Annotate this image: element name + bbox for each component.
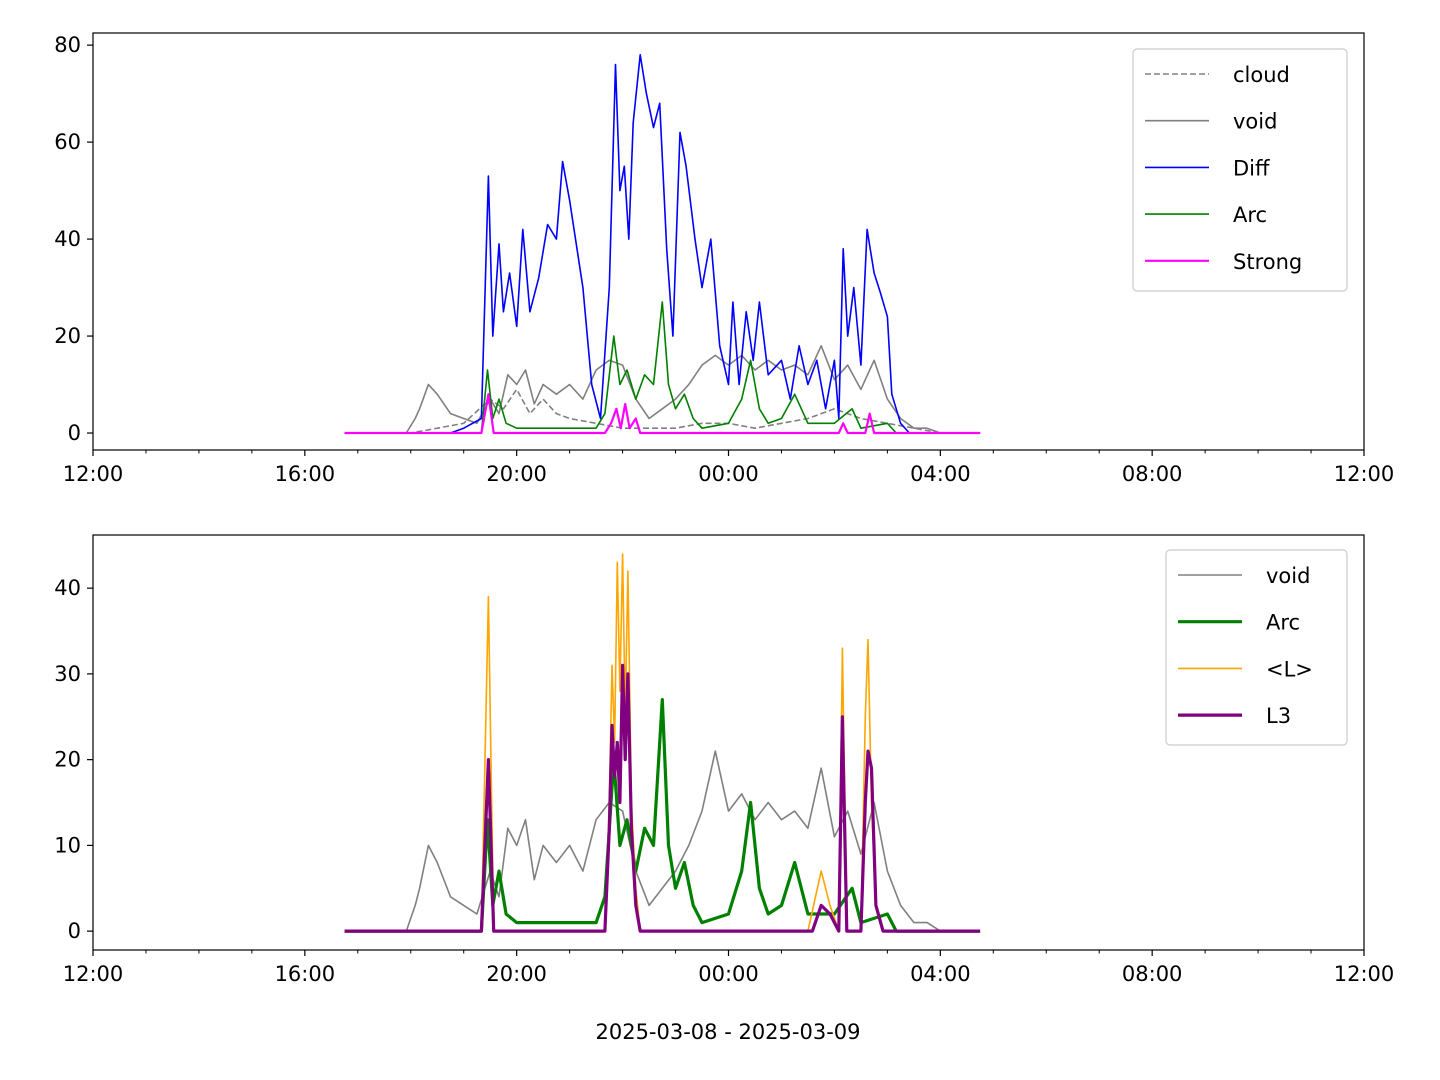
y-tick-label: 60	[54, 130, 81, 154]
legend-label: void	[1266, 564, 1310, 588]
legend-label: Diff	[1233, 156, 1270, 180]
y-tick-label: 80	[54, 33, 81, 57]
series-line-void	[344, 750, 981, 932]
x-tick-label: 16:00	[275, 962, 336, 986]
y-tick-label: 20	[54, 324, 81, 348]
y-tick-label: 0	[68, 421, 81, 445]
x-tick-label: 16:00	[275, 462, 336, 486]
x-tick-label: 12:00	[1334, 462, 1395, 486]
x-tick-label: 12:00	[1334, 962, 1395, 986]
x-tick-label: 20:00	[486, 462, 547, 486]
x-tick-label: 00:00	[698, 962, 759, 986]
series-line-diff	[344, 54, 981, 434]
y-tick-label: 0	[68, 919, 81, 943]
y-tick-label: 40	[54, 576, 81, 600]
top-chart-panel: 0 20 40 60 80 12:00 16:00 20:00 00:00 04:00 08:00 1…	[54, 32, 1395, 486]
legend: void Arc <L> L3	[1165, 549, 1348, 746]
legend-label: void	[1233, 110, 1277, 134]
bottom-chart-panel: 0 10 20 30 40 12:00 16:00 20:00 00:00 04:00 08:00 1…	[54, 534, 1395, 986]
legend: cloud void Diff Arc Strong	[1132, 48, 1348, 292]
y-tick-label: 40	[54, 227, 81, 251]
legend-label: <L>	[1266, 657, 1313, 681]
y-tick-label: 10	[54, 833, 81, 857]
legend-label: Strong	[1233, 250, 1302, 274]
x-tick-label: 08:00	[1122, 462, 1183, 486]
legend-label: cloud	[1233, 63, 1290, 87]
x-tick-label: 04:00	[910, 462, 971, 486]
x-tick-label: 20:00	[486, 962, 547, 986]
series-line-void	[344, 345, 981, 434]
x-tick-label: 04:00	[910, 962, 971, 986]
series-group	[344, 553, 981, 933]
x-tick-label: 12:00	[63, 462, 124, 486]
x-tick-label: 12:00	[63, 962, 124, 986]
legend-label: L3	[1266, 704, 1291, 728]
series-line-arc	[344, 301, 981, 434]
legend-label: Arc	[1266, 611, 1300, 635]
legend-label: Arc	[1233, 203, 1267, 227]
legend-frame	[1165, 549, 1348, 746]
shared-x-axis-label: 2025-03-08 - 2025-03-09	[595, 1020, 860, 1044]
legend-frame	[1132, 48, 1348, 292]
series-line-l3	[344, 663, 981, 933]
y-tick-label: 30	[54, 662, 81, 686]
x-tick-label: 08:00	[1122, 962, 1183, 986]
x-tick-label: 00:00	[698, 462, 759, 486]
series-line-strong	[344, 393, 981, 435]
y-tick-label: 20	[54, 748, 81, 772]
series-group	[344, 54, 981, 435]
